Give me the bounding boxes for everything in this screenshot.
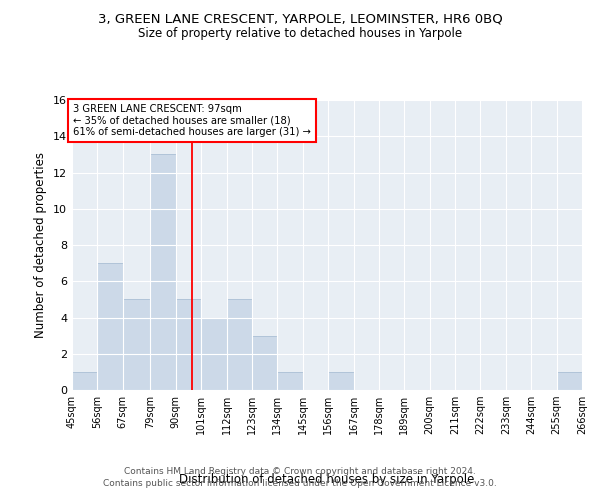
Bar [557,372,582,390]
X-axis label: Distribution of detached houses by size in Yarpole: Distribution of detached houses by size … [179,473,475,486]
Bar [252,336,277,390]
Text: Size of property relative to detached houses in Yarpole: Size of property relative to detached ho… [138,28,462,40]
Text: 3 GREEN LANE CRESCENT: 97sqm
← 35% of detached houses are smaller (18)
61% of se: 3 GREEN LANE CRESCENT: 97sqm ← 35% of de… [73,104,311,137]
Bar [201,318,227,390]
Bar [123,300,151,390]
Bar [176,300,201,390]
Bar [227,300,252,390]
Bar [97,263,123,390]
Bar [72,372,97,390]
Y-axis label: Number of detached properties: Number of detached properties [34,152,47,338]
Bar [277,372,303,390]
Text: Contains HM Land Registry data © Crown copyright and database right 2024.
Contai: Contains HM Land Registry data © Crown c… [103,466,497,487]
Bar [151,154,176,390]
Text: 3, GREEN LANE CRESCENT, YARPOLE, LEOMINSTER, HR6 0BQ: 3, GREEN LANE CRESCENT, YARPOLE, LEOMINS… [98,12,502,26]
Bar [328,372,353,390]
